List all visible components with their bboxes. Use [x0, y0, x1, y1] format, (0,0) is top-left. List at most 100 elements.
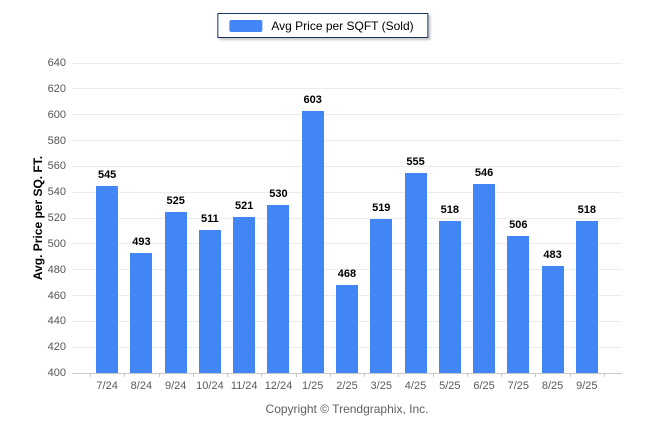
bar-value-label: 518	[577, 203, 597, 216]
bar	[96, 185, 119, 373]
x-tick-label: 9/25	[576, 380, 598, 392]
bar-column: 468 2/25	[330, 63, 364, 392]
gridline	[72, 269, 622, 271]
x-axis-tick	[261, 373, 263, 377]
y-tick-label: 500	[47, 237, 66, 250]
bar-value-label: 603	[303, 93, 322, 106]
x-axis-tick	[569, 373, 571, 377]
bar	[370, 219, 393, 373]
y-tick-label: 440	[47, 315, 66, 328]
bar	[473, 184, 496, 373]
x-axis-tick	[124, 373, 126, 377]
bar	[404, 172, 427, 373]
x-axis-tick	[90, 373, 91, 377]
x-tick-label: 5/25	[439, 380, 461, 392]
x-tick-label: 6/25	[473, 380, 495, 392]
x-tick-label: 1/25	[302, 380, 324, 392]
x-tick-label: 12/24	[264, 380, 293, 392]
bar	[198, 229, 221, 373]
gridline	[72, 114, 622, 116]
x-axis-tick	[295, 373, 297, 377]
bar	[233, 216, 256, 373]
x-axis-tick	[466, 373, 468, 377]
x-tick-label: 2/25	[336, 380, 358, 392]
x-tick-label: 4/25	[404, 380, 427, 392]
bars-row: 545 7/24 493 8/24 525 9/24 511 10/24 521 11/24 530…	[72, 63, 622, 392]
y-tick-label: 600	[47, 108, 66, 121]
bar-column: 521 11/24	[227, 63, 261, 392]
x-axis-tick	[501, 373, 503, 377]
bar	[335, 285, 358, 373]
gridline	[72, 88, 622, 90]
x-tick-label: 11/24	[230, 380, 258, 392]
y-tick-label: 560	[47, 160, 66, 173]
gridline	[72, 62, 622, 64]
bar-value-label: 530	[269, 188, 288, 201]
y-tick-label: 520	[47, 212, 66, 224]
y-tick-label: 400	[47, 367, 66, 379]
y-tick-label: 420	[47, 341, 66, 354]
bar	[301, 110, 324, 373]
bar-column: 545 7/24	[90, 63, 124, 392]
bar-column: 483 8/25	[535, 63, 569, 392]
bar-column: 519 3/25	[364, 63, 398, 392]
bar	[541, 265, 564, 373]
x-axis-tick	[398, 373, 400, 377]
x-tick-label: 8/24	[130, 380, 153, 392]
gridline	[72, 165, 622, 167]
bar-value-label: 521	[235, 199, 254, 212]
bar-column: 603 1/25	[296, 63, 330, 392]
y-tick-label: 480	[47, 263, 66, 276]
bar-value-label: 525	[166, 194, 185, 207]
bar-value-label: 518	[440, 203, 459, 216]
legend-label: Avg Price per SQFT (Sold)	[271, 18, 414, 33]
bar-column: 546 6/25	[467, 63, 501, 392]
x-tick-label: 8/25	[541, 380, 564, 392]
x-axis-tick	[604, 373, 605, 377]
bar-value-label: 493	[132, 235, 151, 248]
bar	[164, 211, 187, 373]
bar-column: 525 9/24	[159, 63, 193, 392]
y-tick-label: 620	[47, 82, 66, 95]
bar-value-label: 555	[406, 155, 425, 168]
bar-column: 506 7/25	[501, 63, 535, 392]
x-axis-tick	[364, 373, 366, 377]
x-tick-label: 7/25	[507, 380, 530, 392]
gridline	[72, 191, 622, 193]
x-axis-tick	[192, 373, 194, 377]
legend-swatch-icon	[229, 19, 263, 32]
y-tick-label: 580	[47, 134, 66, 147]
x-axis-tick	[227, 373, 229, 377]
x-axis-tick	[535, 373, 537, 377]
gridline	[72, 140, 622, 141]
bar-value-label: 483	[543, 248, 562, 261]
bar-column: 518 9/25	[570, 63, 604, 392]
x-tick-label: 10/24	[196, 380, 224, 392]
bar-value-label: 546	[474, 167, 494, 180]
bar	[575, 220, 598, 373]
y-tick-label: 460	[47, 289, 66, 302]
gridline	[72, 243, 622, 245]
bar	[507, 236, 530, 373]
bar-value-label: 519	[372, 202, 391, 215]
bar-column: 555 4/25	[398, 63, 432, 392]
y-tick-label: 640	[47, 57, 66, 69]
plot-area: 545 7/24 493 8/24 525 9/24 511 10/24 521 11/24 530…	[72, 62, 622, 392]
y-axis-labels: 640 620 600 580 560 540 520 500 480 460 440 420 400	[24, 57, 66, 379]
bar-value-label: 506	[509, 219, 528, 232]
bar-column: 518 5/25	[433, 63, 467, 392]
bar-column: 493 8/24	[124, 63, 158, 392]
bar-value-label: 511	[201, 212, 219, 225]
copyright: Copyright © Trendgraphix, Inc.	[265, 402, 429, 416]
bar	[267, 205, 290, 373]
x-axis-tick	[329, 373, 331, 377]
y-tick-label: 540	[47, 186, 66, 199]
legend: Avg Price per SQFT (Sold)	[217, 13, 429, 38]
bar-value-label: 545	[97, 168, 117, 181]
bar-column: 511 10/24	[193, 63, 227, 392]
x-tick-label: 3/25	[370, 380, 392, 392]
x-tick-label: 9/24	[164, 380, 187, 392]
bar-value-label: 468	[337, 268, 357, 281]
x-axis-line	[72, 372, 622, 374]
